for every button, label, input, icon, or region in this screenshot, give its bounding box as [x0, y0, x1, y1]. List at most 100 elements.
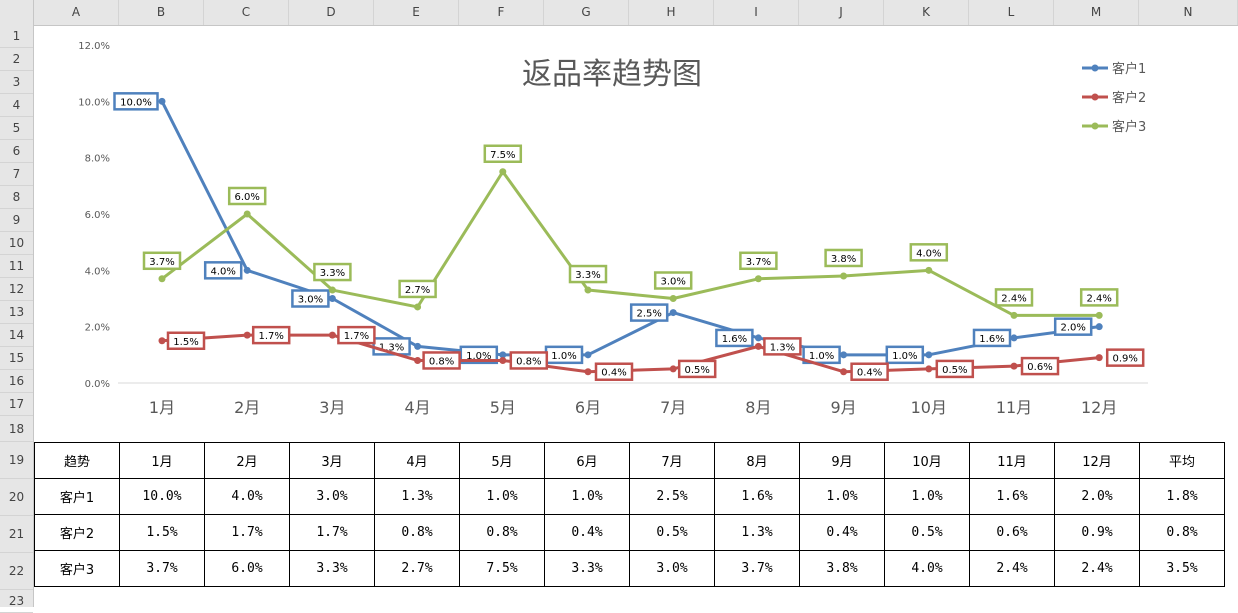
- column-header-j[interactable]: J: [799, 0, 884, 25]
- table-cell[interactable]: 2.5%: [629, 478, 715, 515]
- column-header-n[interactable]: N: [1139, 0, 1238, 25]
- table-header-cell[interactable]: 10月: [884, 442, 970, 479]
- row-header-13[interactable]: 13: [0, 301, 33, 324]
- data-point[interactable]: [499, 351, 507, 359]
- data-point[interactable]: [840, 351, 848, 359]
- table-header-cell[interactable]: 2月: [204, 442, 290, 479]
- table-cell[interactable]: 1.0%: [459, 478, 545, 515]
- table-cell[interactable]: 1.0%: [544, 478, 630, 515]
- table-cell[interactable]: 10.0%: [119, 478, 205, 515]
- table-cell[interactable]: 3.7%: [119, 550, 205, 587]
- column-header-l[interactable]: L: [969, 0, 1054, 25]
- data-point[interactable]: [1010, 311, 1018, 319]
- row-label-cell[interactable]: 客户2: [34, 514, 120, 551]
- table-header-cell[interactable]: 6月: [544, 442, 630, 479]
- row-header-12[interactable]: 12: [0, 278, 33, 301]
- data-point[interactable]: [1095, 311, 1103, 319]
- table-cell[interactable]: 3.0%: [629, 550, 715, 587]
- table-cell[interactable]: 0.4%: [544, 514, 630, 551]
- table-header-cell[interactable]: 3月: [289, 442, 375, 479]
- table-cell[interactable]: 0.6%: [969, 514, 1055, 551]
- row-header-20[interactable]: 20: [0, 479, 33, 516]
- column-header-m[interactable]: M: [1054, 0, 1139, 25]
- column-header-e[interactable]: E: [374, 0, 459, 25]
- table-cell[interactable]: 3.7%: [714, 550, 800, 587]
- row-header-1[interactable]: 1: [0, 25, 33, 48]
- data-point[interactable]: [243, 210, 251, 218]
- select-all-corner[interactable]: [0, 0, 34, 25]
- row-header-22[interactable]: 22: [0, 553, 33, 590]
- table-header-cell[interactable]: 1月: [119, 442, 205, 479]
- data-point[interactable]: [840, 272, 848, 280]
- row-label-cell[interactable]: 客户3: [34, 550, 120, 587]
- table-cell[interactable]: 0.4%: [799, 514, 885, 551]
- row-header-8[interactable]: 8: [0, 186, 33, 209]
- data-point[interactable]: [328, 286, 336, 294]
- table-cell[interactable]: 1.7%: [204, 514, 290, 551]
- data-point[interactable]: [925, 365, 933, 373]
- table-cell[interactable]: 3.5%: [1139, 550, 1225, 587]
- table-cell[interactable]: 1.6%: [969, 478, 1055, 515]
- row-header-10[interactable]: 10: [0, 232, 33, 255]
- data-point[interactable]: [414, 356, 422, 364]
- table-cell[interactable]: 4.0%: [884, 550, 970, 587]
- data-point[interactable]: [669, 309, 677, 317]
- row-header-19[interactable]: 19: [0, 442, 33, 479]
- column-header-i[interactable]: I: [714, 0, 799, 25]
- row-header-6[interactable]: 6: [0, 140, 33, 163]
- data-point[interactable]: [243, 266, 251, 274]
- table-cell[interactable]: 2.7%: [374, 550, 460, 587]
- table-cell[interactable]: 1.0%: [799, 478, 885, 515]
- data-point[interactable]: [754, 275, 762, 283]
- table-cell[interactable]: 3.3%: [289, 550, 375, 587]
- data-point[interactable]: [158, 97, 166, 105]
- table-cell[interactable]: 0.5%: [884, 514, 970, 551]
- column-header-h[interactable]: H: [629, 0, 714, 25]
- table-cell[interactable]: 1.3%: [374, 478, 460, 515]
- row-header-4[interactable]: 4: [0, 94, 33, 117]
- data-point[interactable]: [840, 368, 848, 376]
- table-header-cell[interactable]: 12月: [1054, 442, 1140, 479]
- table-header-cell[interactable]: 9月: [799, 442, 885, 479]
- data-point[interactable]: [669, 295, 677, 302]
- row-header-14[interactable]: 14: [0, 324, 33, 347]
- data-point[interactable]: [584, 351, 592, 359]
- row-header-5[interactable]: 5: [0, 117, 33, 140]
- data-point[interactable]: [1095, 354, 1103, 362]
- row-header-23[interactable]: 23: [0, 590, 33, 613]
- data-point[interactable]: [1010, 362, 1018, 370]
- column-header-f[interactable]: F: [459, 0, 544, 25]
- row-label-cell[interactable]: 客户1: [34, 478, 120, 515]
- table-cell[interactable]: 4.0%: [204, 478, 290, 515]
- column-header-k[interactable]: K: [884, 0, 969, 25]
- table-cell[interactable]: 1.8%: [1139, 478, 1225, 515]
- table-cell[interactable]: 7.5%: [459, 550, 545, 587]
- table-header-cell[interactable]: 5月: [459, 442, 545, 479]
- row-header-2[interactable]: 2: [0, 48, 33, 71]
- table-cell[interactable]: 3.0%: [289, 478, 375, 515]
- table-cell[interactable]: 2.4%: [1054, 550, 1140, 587]
- table-cell[interactable]: 0.8%: [1139, 514, 1225, 551]
- table-cell[interactable]: 0.8%: [374, 514, 460, 551]
- data-point[interactable]: [414, 342, 422, 350]
- table-cell[interactable]: 2.4%: [969, 550, 1055, 587]
- table-cell[interactable]: 1.7%: [289, 514, 375, 551]
- table-cell[interactable]: 0.8%: [459, 514, 545, 551]
- table-cell[interactable]: 0.5%: [629, 514, 715, 551]
- row-header-21[interactable]: 21: [0, 516, 33, 553]
- data-point[interactable]: [414, 303, 422, 311]
- data-point[interactable]: [584, 368, 592, 376]
- table-cell[interactable]: 1.3%: [714, 514, 800, 551]
- table-cell[interactable]: 6.0%: [204, 550, 290, 587]
- table-cell[interactable]: 1.6%: [714, 478, 800, 515]
- row-header-17[interactable]: 17: [0, 393, 33, 416]
- row-header-16[interactable]: 16: [0, 370, 33, 393]
- table-header-cell[interactable]: 趋势: [34, 442, 120, 479]
- table-header-cell[interactable]: 4月: [374, 442, 460, 479]
- column-header-a[interactable]: A: [34, 0, 119, 25]
- row-header-11[interactable]: 11: [0, 255, 33, 278]
- column-header-d[interactable]: D: [289, 0, 374, 25]
- row-header-15[interactable]: 15: [0, 347, 33, 370]
- data-point[interactable]: [669, 365, 677, 373]
- table-header-cell[interactable]: 7月: [629, 442, 715, 479]
